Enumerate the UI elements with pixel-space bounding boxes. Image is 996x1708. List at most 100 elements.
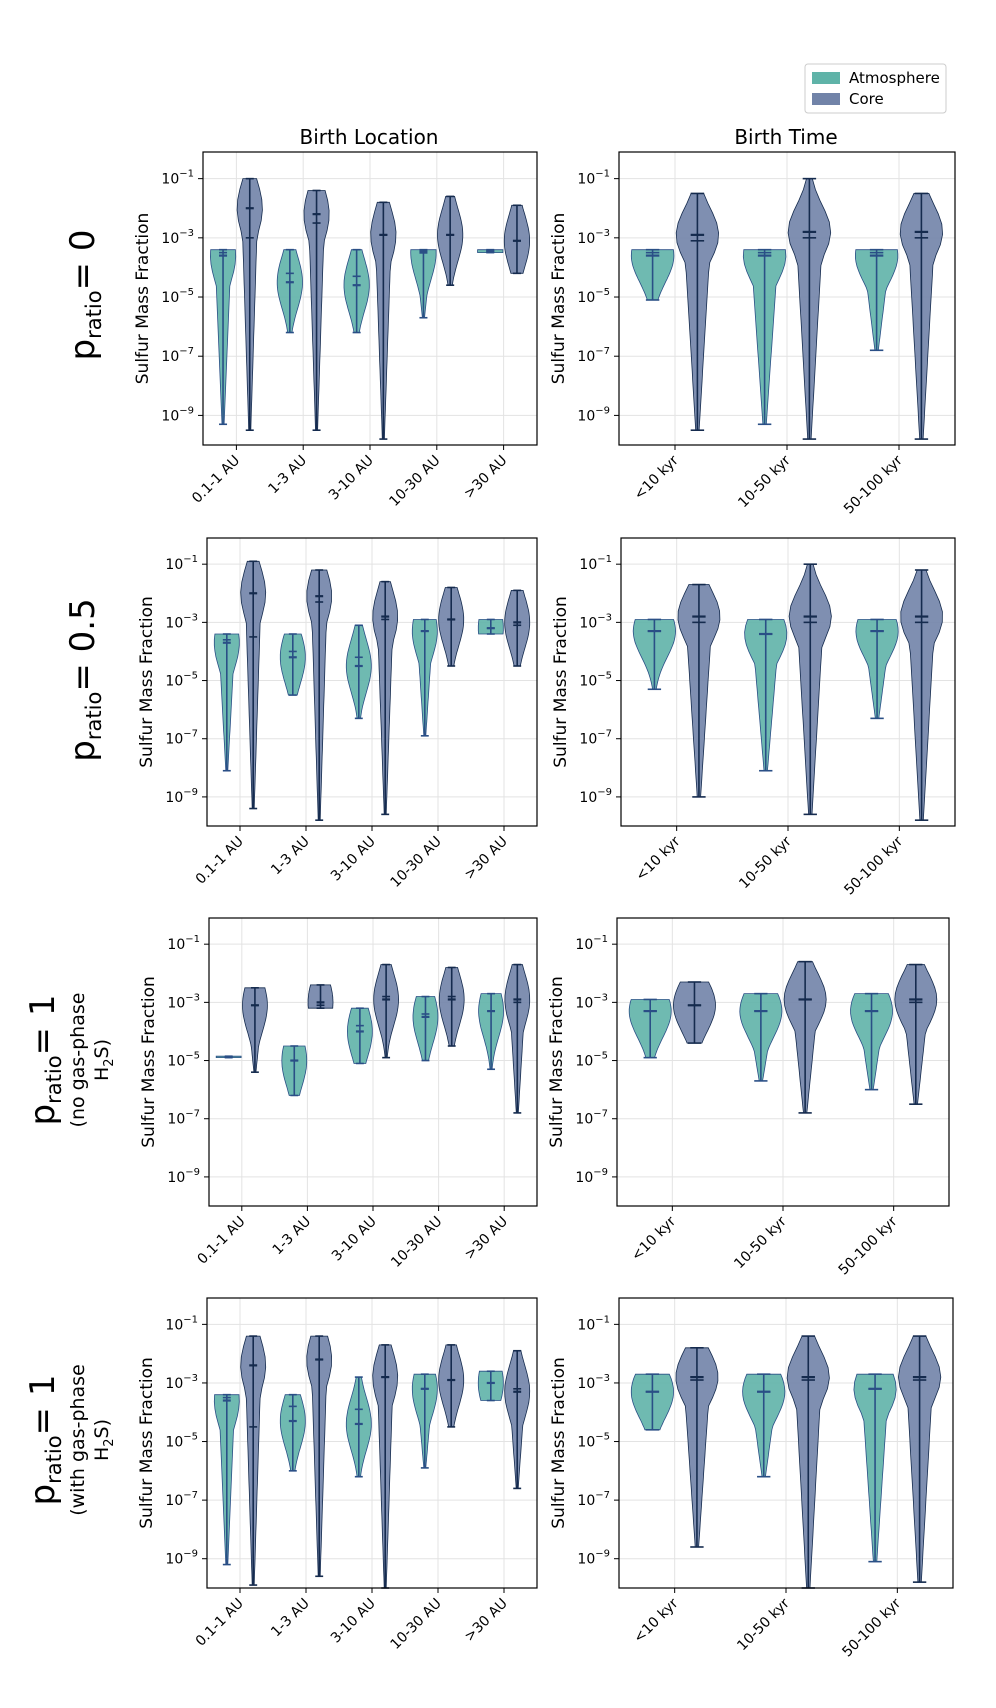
row-label-sub: ratio bbox=[42, 1435, 66, 1483]
row-note-s: S) bbox=[91, 1419, 113, 1438]
x-tick-label: 3-10 AU bbox=[329, 1214, 380, 1265]
row-label-sub: ratio bbox=[82, 692, 106, 740]
y-tick-label: 10−9 bbox=[161, 405, 194, 424]
y-tick-label: 10−5 bbox=[577, 1432, 610, 1451]
x-tick-label: 3-10 AU bbox=[328, 1596, 379, 1647]
panel-location-row0: 10−1 10−3 10−5 10−7 10−9 Sulfur Mass Fraction… bbox=[133, 151, 538, 510]
y-tick-label: 10−9 bbox=[577, 1549, 610, 1568]
panel-time-row0: 10−1 10−3 10−5 10−7 10−9 Sulfur Mass Fraction… bbox=[549, 151, 956, 517]
y-tick-label: 10−5 bbox=[165, 671, 198, 690]
y-tick-label: 10−1 bbox=[165, 554, 198, 573]
row-label-p: p bbox=[63, 339, 103, 361]
y-tick-label: 10−7 bbox=[167, 1109, 200, 1128]
y-tick-label: 10−9 bbox=[165, 787, 198, 806]
x-tick-label: 10-50 kyr bbox=[736, 833, 795, 892]
y-axis-label: Sulfur Mass Fraction bbox=[551, 596, 571, 768]
legend-label-core: Core bbox=[849, 90, 884, 108]
x-tick-label: 50-100 kyr bbox=[836, 1213, 901, 1278]
y-tick-label: 10−7 bbox=[165, 1490, 198, 1509]
legend: Atmosphere Core bbox=[804, 63, 947, 114]
column-title-location: Birth Location bbox=[300, 125, 439, 149]
row-note-h: H bbox=[91, 1067, 113, 1081]
y-tick-label: 10−1 bbox=[577, 1314, 610, 1333]
row-label-value: = 1 bbox=[23, 995, 63, 1056]
y-tick-label: 10−3 bbox=[167, 992, 200, 1011]
y-tick-label: 10−7 bbox=[577, 1490, 610, 1509]
panel-time-row1: 10−1 10−3 10−5 10−7 10−9 Sulfur Mass Fraction… bbox=[551, 537, 956, 898]
x-tick-label: 50-100 kyr bbox=[841, 452, 906, 517]
y-tick-label: 10−1 bbox=[577, 169, 610, 188]
y-axis-label: Sulfur Mass Fraction bbox=[137, 596, 157, 768]
x-tick-label: 0.1-1 AU bbox=[193, 1596, 247, 1650]
legend-label-atmosphere: Atmosphere bbox=[849, 69, 940, 87]
y-tick-label: 10−9 bbox=[579, 787, 612, 806]
y-tick-label: 10−5 bbox=[167, 1051, 200, 1070]
y-tick-label: 10−3 bbox=[161, 228, 194, 247]
row-label-1: pratio= 0.5 bbox=[63, 598, 106, 761]
y-tick-label: 10−5 bbox=[575, 1051, 608, 1070]
y-tick-label: 10−3 bbox=[575, 992, 608, 1011]
svg-text:H2S): H2S) bbox=[91, 1419, 117, 1461]
row-label-value: = 0.5 bbox=[63, 598, 103, 691]
y-tick-label: 10−3 bbox=[165, 1373, 198, 1392]
svg-text:pratio= 1: pratio= 1 bbox=[23, 995, 66, 1126]
row-note-1: (with gas-phase bbox=[67, 1364, 89, 1516]
x-tick-label: <10 kyr bbox=[628, 1213, 679, 1264]
x-tick-label: 3-10 AU bbox=[326, 453, 377, 504]
row-label-value: = 0 bbox=[63, 230, 103, 291]
row-label-p: p bbox=[63, 740, 103, 762]
y-axis-label: Sulfur Mass Fraction bbox=[137, 1357, 157, 1529]
x-tick-label: 10-30 AU bbox=[388, 834, 445, 891]
y-axis-label: Sulfur Mass Fraction bbox=[139, 976, 159, 1148]
row-label-sub: ratio bbox=[82, 290, 106, 338]
x-tick-label: <10 kyr bbox=[631, 1595, 682, 1646]
x-tick-label: 1-3 AU bbox=[265, 453, 310, 498]
y-tick-label: 10−3 bbox=[165, 612, 198, 631]
panel-location-row2: 10−1 10−3 10−5 10−7 10−9 Sulfur Mass Fraction… bbox=[139, 917, 538, 1271]
x-tick-label: <10 kyr bbox=[631, 452, 682, 503]
y-tick-label: 10−7 bbox=[579, 729, 612, 748]
column-title-time: Birth Time bbox=[734, 125, 837, 149]
x-tick-label: 3-10 AU bbox=[328, 834, 379, 885]
svg-text:pratio= 0.5: pratio= 0.5 bbox=[63, 598, 106, 761]
legend-swatch-atmosphere bbox=[812, 72, 840, 84]
y-axis-label: Sulfur Mass Fraction bbox=[549, 1357, 569, 1529]
panel-time-row3: 10−1 10−3 10−5 10−7 10−9 Sulfur Mass Fraction… bbox=[549, 1297, 954, 1660]
row-label-3: pratio= 1 (with gas-phase H2S) bbox=[23, 1364, 117, 1516]
y-tick-label: 10−1 bbox=[161, 169, 194, 188]
x-tick-label: 10-50 kyr bbox=[735, 452, 794, 511]
panels: 10−1 10−3 10−5 10−7 10−9 Sulfur Mass Fraction… bbox=[133, 151, 956, 1660]
y-tick-label: 10−5 bbox=[577, 287, 610, 306]
panel-location-row1: 10−1 10−3 10−5 10−7 10−9 Sulfur Mass Fraction… bbox=[137, 537, 538, 891]
svg-text:pratio= 0: pratio= 0 bbox=[63, 230, 106, 361]
y-tick-label: 10−3 bbox=[577, 228, 610, 247]
x-tick-label: 10-50 kyr bbox=[731, 1213, 790, 1272]
legend-swatch-core bbox=[812, 93, 840, 105]
legend-frame bbox=[804, 63, 947, 114]
x-tick-label: >30 AU bbox=[462, 1214, 511, 1263]
x-tick-label: 1-3 AU bbox=[270, 1214, 315, 1259]
x-tick-label: 1-3 AU bbox=[268, 834, 313, 879]
svg-text:pratio= 1: pratio= 1 bbox=[23, 1375, 66, 1506]
y-tick-label: 10−9 bbox=[165, 1549, 198, 1568]
y-tick-label: 10−7 bbox=[161, 346, 194, 365]
x-tick-label: >30 AU bbox=[461, 834, 510, 883]
x-tick-label: 10-50 kyr bbox=[734, 1595, 793, 1654]
y-tick-label: 10−9 bbox=[167, 1167, 200, 1186]
x-tick-label: >30 AU bbox=[461, 1596, 510, 1645]
y-tick-label: 10−1 bbox=[167, 934, 200, 953]
svg-text:H2S): H2S) bbox=[91, 1039, 117, 1081]
x-tick-label: 10-30 AU bbox=[386, 453, 443, 510]
row-note-sub: 2 bbox=[102, 1058, 117, 1066]
y-tick-label: 10−7 bbox=[165, 729, 198, 748]
x-tick-label: 0.1-1 AU bbox=[195, 1214, 249, 1268]
y-tick-label: 10−1 bbox=[165, 1314, 198, 1333]
x-tick-label: 1-3 AU bbox=[268, 1596, 313, 1641]
panel-location-row3: 10−1 10−3 10−5 10−7 10−9 Sulfur Mass Fraction… bbox=[137, 1297, 538, 1653]
x-tick-label: 0.1-1 AU bbox=[193, 834, 247, 888]
x-tick-label: 50-100 kyr bbox=[841, 833, 906, 898]
row-note-h: H bbox=[91, 1447, 113, 1461]
x-tick-label: 50-100 kyr bbox=[839, 1595, 904, 1660]
y-tick-label: 10−9 bbox=[577, 405, 610, 424]
